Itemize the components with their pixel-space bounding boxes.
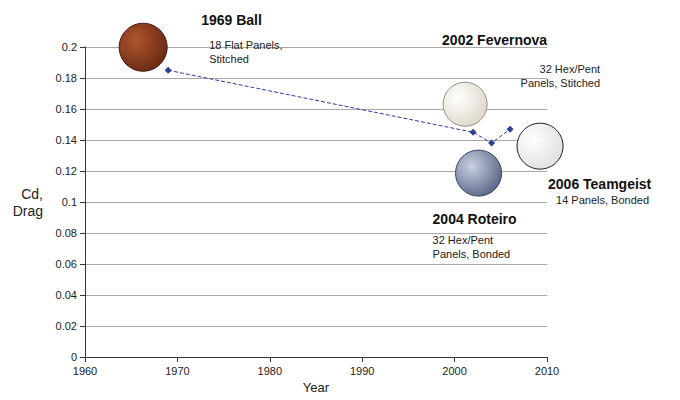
svg-text:0.02: 0.02 [56, 320, 77, 332]
svg-text:0.16: 0.16 [56, 103, 77, 115]
svg-text:0.2: 0.2 [62, 41, 77, 53]
svg-text:Panels, Bonded: Panels, Bonded [433, 248, 511, 260]
svg-text:0.04: 0.04 [56, 289, 77, 301]
svg-text:32 Hex/Pent: 32 Hex/Pent [433, 234, 494, 246]
svg-text:2004 Roteiro: 2004 Roteiro [433, 211, 517, 227]
svg-text:2000: 2000 [442, 365, 466, 377]
svg-text:2002 Fevernova: 2002 Fevernova [442, 32, 547, 48]
svg-text:2010: 2010 [535, 365, 559, 377]
svg-text:Cd,: Cd, [21, 186, 43, 202]
svg-text:Stitched: Stitched [209, 53, 249, 65]
svg-text:Year: Year [303, 380, 330, 395]
svg-text:0: 0 [71, 351, 77, 363]
svg-text:18 Flat Panels,: 18 Flat Panels, [209, 39, 282, 51]
svg-text:1960: 1960 [73, 365, 97, 377]
svg-text:0.08: 0.08 [56, 227, 77, 239]
svg-text:1980: 1980 [258, 365, 282, 377]
svg-text:2006 Teamgeist: 2006 Teamgeist [548, 176, 652, 192]
svg-text:0.12: 0.12 [56, 165, 77, 177]
svg-text:0.14: 0.14 [56, 134, 77, 146]
svg-text:0.18: 0.18 [56, 72, 77, 84]
svg-text:1970: 1970 [165, 365, 189, 377]
svg-text:Panels, Stitched: Panels, Stitched [521, 77, 601, 89]
svg-text:0.06: 0.06 [56, 258, 77, 270]
svg-text:Drag: Drag [13, 203, 43, 219]
svg-text:1990: 1990 [350, 365, 374, 377]
svg-text:32 Hex/Pent: 32 Hex/Pent [540, 63, 601, 75]
svg-text:14 Panels, Bonded: 14 Panels, Bonded [556, 194, 649, 206]
svg-text:0.1: 0.1 [62, 196, 77, 208]
svg-text:1969 Ball: 1969 Ball [201, 12, 262, 28]
